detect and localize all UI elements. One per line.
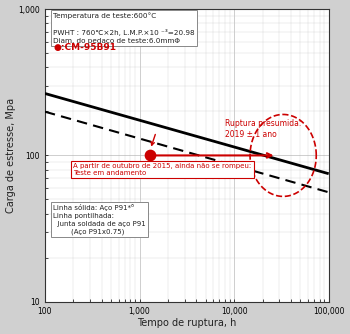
Text: ●:CM-95B91: ●:CM-95B91	[54, 43, 117, 52]
Text: A partir de outubro de 2015, ainda não se rompeu:
Teste em andamento: A partir de outubro de 2015, ainda não s…	[73, 163, 252, 176]
Y-axis label: Carga de estresse, Mpa: Carga de estresse, Mpa	[6, 98, 15, 213]
Text: Linha sólida: Aço P91*⁶
Linha pontilhada:
  Junta soldada de aço P91
        (Aç: Linha sólida: Aço P91*⁶ Linha pontilhada…	[54, 204, 146, 235]
Text: Temperatura de teste:600°C
 
PWHT : 760℃×2h, L.M.P.×10 ⁻³=20.98
Diam. do pedaço : Temperatura de teste:600°C PWHT : 760℃×2…	[54, 12, 195, 44]
Text: Ruptura presumida:
2019 ± 1 ano: Ruptura presumida: 2019 ± 1 ano	[225, 119, 301, 139]
Point	[147, 153, 153, 158]
X-axis label: Tempo de ruptura, h: Tempo de ruptura, h	[137, 318, 237, 328]
